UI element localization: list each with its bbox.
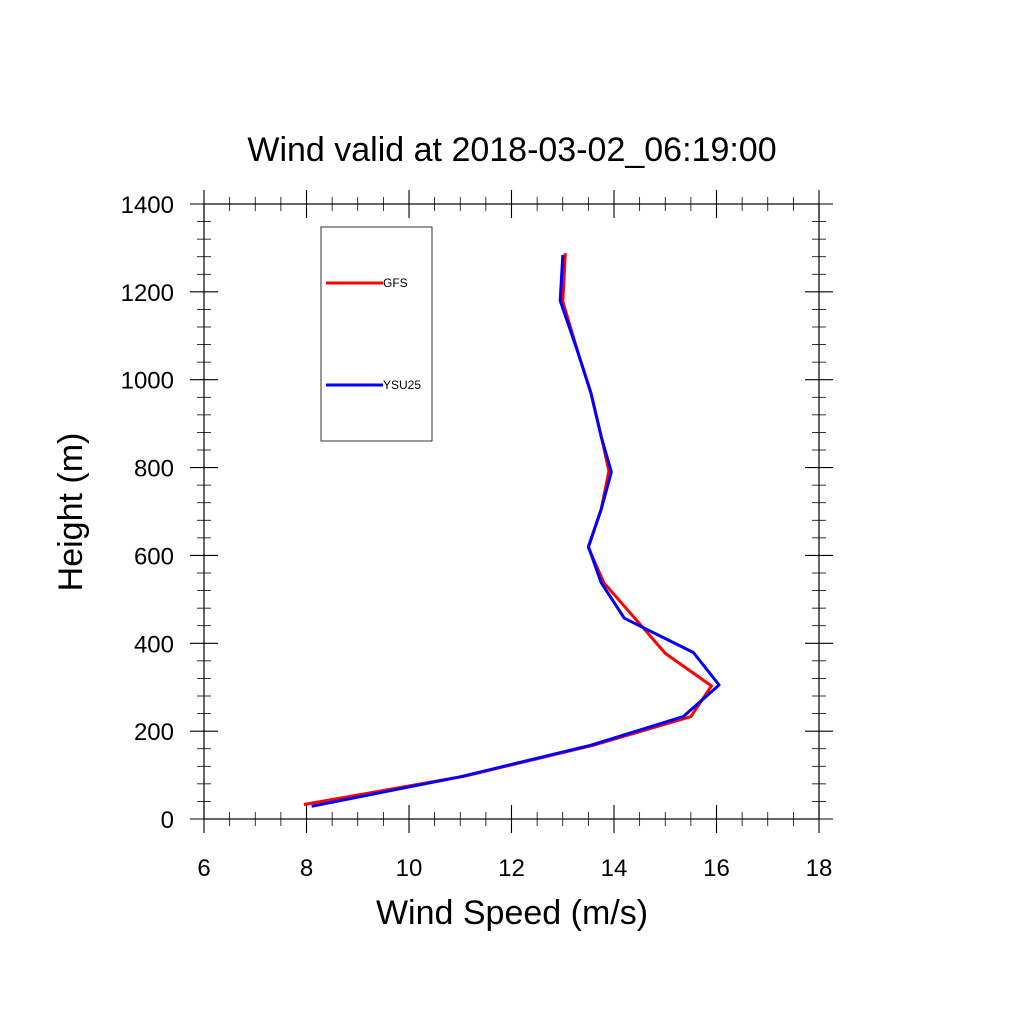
y-tick-label: 600 [134, 543, 174, 570]
y-tick-label: 200 [134, 719, 174, 746]
plot-frame [203, 203, 820, 820]
y-tick-label: 400 [134, 631, 174, 658]
y-tick-label: 800 [134, 456, 174, 483]
x-tick-label: 16 [703, 855, 730, 882]
axis-tick-labels: 6 8 10 12 14 16 18 0 200 400 600 800 1000 1200 1400 [121, 192, 833, 882]
y-tick-label: 1000 [121, 368, 174, 395]
x-tick-label: 10 [396, 855, 423, 882]
x-axis-label: Wind Speed (m/s) [376, 894, 648, 932]
data-series [303, 253, 721, 808]
series-line-ysu25 [311, 254, 721, 808]
x-tick-label: 8 [300, 855, 313, 882]
x-tick-label: 12 [498, 855, 525, 882]
y-axis-label: Height (m) [52, 433, 90, 592]
y-tick-label: 1400 [121, 192, 174, 219]
legend-label-ysu25: YSU25 [383, 378, 421, 392]
axis-ticks [190, 190, 833, 833]
legend-box [320, 226, 433, 442]
legend: GFS YSU25 [320, 226, 433, 442]
chart-title: Wind valid at 2018-03-02_06:19:00 [247, 131, 776, 169]
x-tick-label: 6 [197, 855, 210, 882]
x-tick-label: 14 [601, 855, 628, 882]
y-tick-label: 1200 [121, 280, 174, 307]
x-tick-label: 18 [806, 855, 833, 882]
y-tick-label: 0 [161, 807, 174, 834]
legend-label-gfs: GFS [383, 276, 408, 290]
